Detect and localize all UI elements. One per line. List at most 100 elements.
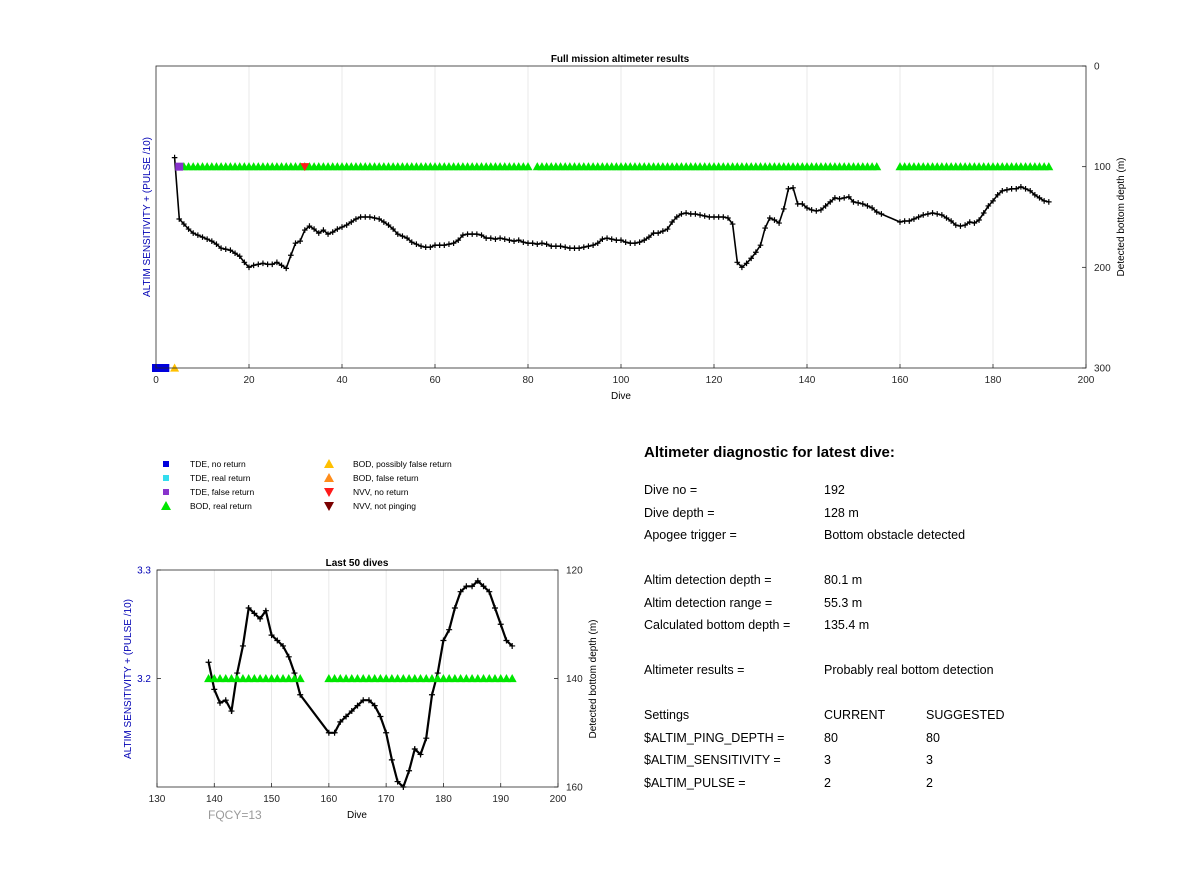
diag-label: Apogee trigger =	[644, 528, 737, 542]
depth-point	[594, 240, 601, 246]
diag-value-suggested: 3	[926, 753, 933, 767]
depth-point	[302, 227, 308, 233]
chart2-xlabel: Dive	[347, 810, 367, 821]
depth-point	[171, 154, 178, 161]
bod-real-return-marker	[450, 674, 460, 683]
depth-point	[906, 218, 913, 224]
x-tick-label: 180	[985, 375, 1002, 386]
depth-point	[557, 243, 564, 249]
depth-point	[488, 235, 494, 241]
depth-point	[850, 199, 857, 205]
bod-real-return-marker	[244, 674, 254, 683]
legend-label: TDE, real return	[190, 473, 251, 483]
depth-point	[943, 215, 950, 221]
depth-point	[497, 235, 503, 241]
diag-value-current: 80	[824, 730, 838, 745]
bod-real-return-marker	[232, 674, 242, 683]
chart2-ylabel-left: ALTIM SENSITIVITY + (PULSE /10)	[123, 599, 134, 759]
bod-real-return-marker	[353, 674, 362, 683]
depth-point	[385, 222, 392, 228]
depth-point	[506, 237, 513, 243]
depth-point	[501, 236, 508, 242]
depth-point	[239, 642, 246, 649]
depth-point	[660, 228, 666, 234]
bod-real-return-marker	[221, 674, 231, 683]
depth-point	[790, 185, 796, 191]
depth-point	[486, 588, 493, 595]
depth-point	[753, 249, 759, 256]
depth-point	[748, 255, 754, 262]
x-tick-label: 140	[206, 794, 223, 805]
depth-point	[395, 231, 401, 237]
depth-point	[297, 691, 304, 698]
depth-point	[269, 261, 276, 268]
bod-real-return-marker	[370, 674, 380, 683]
bod-real-return-marker	[267, 674, 277, 683]
depth-point	[315, 230, 322, 236]
depth-point	[725, 215, 731, 221]
depth-point	[980, 210, 987, 216]
bod-real-return-marker	[461, 674, 471, 683]
depth-line	[207, 579, 513, 789]
x-tick-label: 80	[522, 375, 534, 386]
bod-real-return-marker	[1044, 162, 1054, 171]
diag-value: 128 m	[824, 505, 859, 520]
x-tick-label: 120	[706, 375, 723, 386]
diag-row-pulse: $ALTIM_PULSE = 2 2	[644, 776, 1164, 799]
depth-point	[334, 226, 341, 232]
depth-point	[608, 236, 615, 242]
bod-real-return-marker	[204, 674, 214, 683]
bod-real-return-marker	[444, 674, 454, 683]
depth-point	[683, 210, 689, 216]
depth-point	[343, 222, 350, 228]
depth-point	[423, 735, 430, 742]
legend-label: NVV, not pinging	[353, 501, 417, 511]
depth-point	[632, 240, 638, 246]
depth-point	[288, 252, 294, 259]
depth-point	[404, 235, 410, 241]
x-tick-label: 0	[153, 375, 159, 386]
bod-real-return-marker	[255, 674, 265, 683]
legend-label: NVV, no return	[353, 487, 409, 497]
depth-point	[771, 217, 778, 223]
depth-point	[529, 240, 536, 246]
bod-real-return-marker	[249, 674, 259, 683]
x-tick-label: 160	[892, 375, 909, 386]
depth-point	[515, 237, 522, 243]
depth-point	[674, 214, 680, 220]
diag-value-current: 2	[824, 775, 831, 790]
depth-point	[441, 242, 448, 248]
depth-point	[734, 259, 741, 266]
bod-real-return-marker	[347, 674, 357, 683]
depth-point	[878, 211, 885, 217]
x-tick-label: 160	[321, 794, 338, 805]
depth-point	[804, 205, 810, 211]
depth-point	[934, 211, 940, 217]
depth-point	[388, 756, 395, 763]
depth-point	[492, 236, 499, 242]
depth-point	[228, 708, 235, 715]
depth-point	[329, 229, 336, 235]
depth-point	[306, 223, 313, 229]
legend-label: TDE, no return	[190, 459, 246, 469]
bod-real-return-marker	[381, 674, 391, 683]
x-tick-label: 150	[263, 794, 280, 805]
bod-real-return-marker	[872, 162, 882, 171]
y-left-tick-label: 3.3	[137, 566, 151, 577]
y-right-tick-label: 100	[1094, 162, 1111, 173]
depth-point	[446, 241, 452, 247]
depth-point	[618, 237, 624, 243]
bod-real-return-marker	[410, 674, 420, 683]
bod-real-return-marker	[433, 674, 443, 683]
depth-point	[417, 751, 424, 758]
bod-real-return-marker	[421, 674, 431, 683]
bod-real-return-marker	[490, 674, 500, 683]
depth-point	[260, 260, 266, 267]
depth-point	[999, 188, 1006, 194]
depth-point	[181, 221, 187, 227]
depth-point	[590, 242, 596, 248]
depth-point	[381, 219, 387, 225]
diag-value: Probably real bottom detection	[824, 663, 994, 677]
depth-point	[799, 201, 806, 207]
